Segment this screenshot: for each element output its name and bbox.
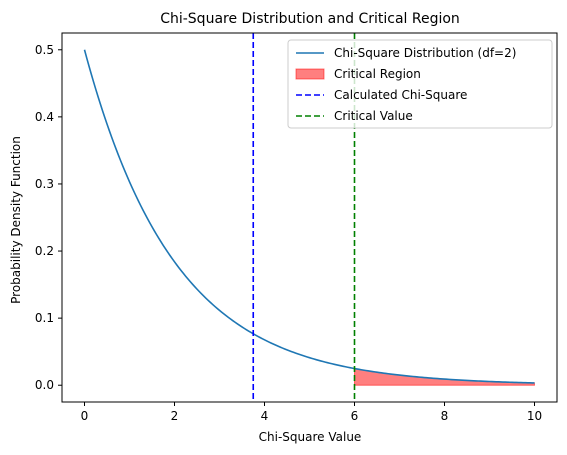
x-tick-label: 8 xyxy=(441,409,449,423)
legend: Chi-Square Distribution (df=2) Critical R… xyxy=(287,39,553,129)
y-tick-label: 0.5 xyxy=(35,43,54,57)
chart-title: Chi-Square Distribution and Critical Reg… xyxy=(160,11,460,27)
y-tick-label: 0.0 xyxy=(35,378,54,392)
y-tick-label: 0.2 xyxy=(35,244,54,258)
y-axis-label: Probability Density Function xyxy=(9,136,23,304)
legend-box xyxy=(287,39,553,129)
legend-label: Critical Region xyxy=(334,67,421,81)
distribution-curve xyxy=(83,49,535,384)
y-tick-label: 0.4 xyxy=(35,110,54,124)
x-tick-label: 6 xyxy=(351,409,359,423)
legend-swatch-critical-region xyxy=(295,68,325,80)
x-tick-label: 4 xyxy=(261,409,269,423)
x-axis-label: Chi-Square Value xyxy=(259,430,362,444)
plot-frame xyxy=(61,32,558,403)
axes-layer: 0 2 4 6 8 10 0.0 0.1 0.2 0.3 0.4 0.5 xyxy=(35,32,558,423)
legend-label: Critical Value xyxy=(334,109,413,123)
plot-layer xyxy=(83,33,535,402)
y-tick-label: 0.3 xyxy=(35,177,54,191)
x-tick-label: 0 xyxy=(81,409,89,423)
legend-label: Calculated Chi-Square xyxy=(334,88,467,102)
legend-label: Chi-Square Distribution (df=2) xyxy=(334,46,516,60)
y-tick-label: 0.1 xyxy=(35,311,54,325)
x-tick-label: 2 xyxy=(171,409,179,423)
x-tick-label: 10 xyxy=(527,409,542,423)
